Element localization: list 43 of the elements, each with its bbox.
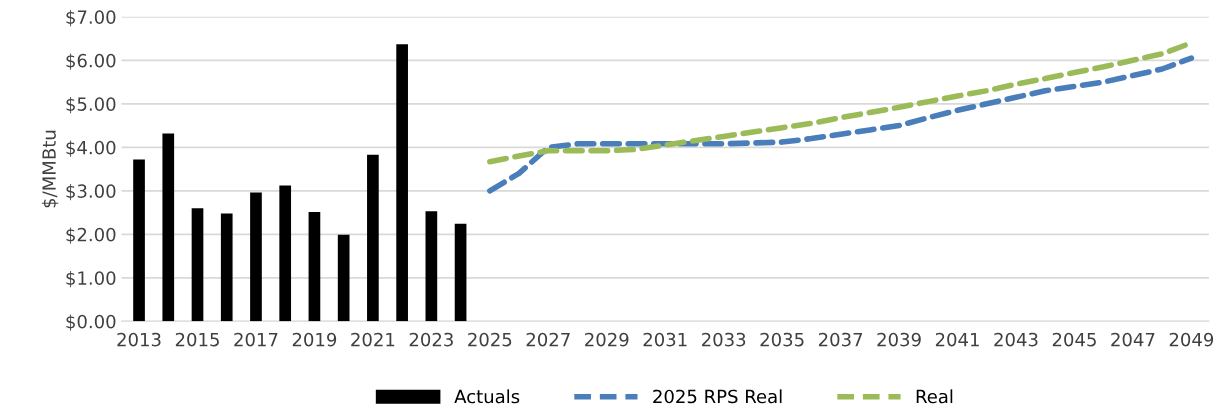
y-tick-label: $4.00 — [66, 140, 116, 157]
bar — [308, 212, 321, 322]
x-tick-label: 2045 — [1052, 332, 1096, 347]
y-tick-label: $0.00 — [66, 314, 116, 331]
y-tick-label: $3.00 — [66, 183, 116, 201]
y-tick-label: $6.00 — [66, 53, 116, 70]
x-tick-label: 2019 — [292, 332, 337, 347]
legend-label: Actuals — [454, 389, 520, 404]
x-tick-label: 2037 — [818, 332, 863, 347]
x-tick-label: 2025 — [468, 332, 512, 347]
bar — [425, 211, 438, 322]
bar — [454, 223, 467, 322]
y-tick-label: $1.00 — [66, 270, 116, 288]
x-tick-label: 2035 — [760, 332, 804, 347]
x-tick-label: 2021 — [351, 332, 395, 347]
y-tick-label: $7.00 — [66, 9, 116, 27]
legend-label: 2025 RPS Real — [653, 389, 782, 404]
x-tick-label: 2017 — [234, 332, 278, 347]
x-tick-label: 2049 — [1169, 332, 1214, 347]
x-tick-label: 2013 — [117, 332, 161, 347]
bar — [220, 213, 233, 322]
bar — [396, 44, 408, 322]
y-tick-label: $5.00 — [66, 96, 116, 114]
x-tick-label: 2023 — [409, 332, 453, 347]
x-tick-label: 2029 — [585, 332, 629, 347]
x-tick-label: 2039 — [877, 332, 921, 347]
bar — [337, 234, 350, 322]
x-tick-label: 2033 — [702, 332, 746, 347]
bar — [162, 133, 175, 322]
x-tick-label: 2031 — [643, 332, 687, 347]
bar — [367, 154, 379, 322]
x-tick-label: 2041 — [935, 332, 979, 347]
x-tick-label: 2043 — [994, 332, 1038, 347]
bar — [250, 192, 262, 322]
bar — [191, 208, 204, 322]
x-tick-label: 2047 — [1111, 332, 1155, 347]
y-axis-title: $/MMBtu — [41, 130, 59, 208]
x-tick-label: 2027 — [526, 332, 570, 347]
bar — [133, 159, 145, 322]
y-tick-label: $2.00 — [66, 227, 116, 244]
x-tick-label: 2015 — [175, 332, 219, 347]
bar — [279, 185, 292, 322]
legend-label: Real — [916, 389, 953, 404]
